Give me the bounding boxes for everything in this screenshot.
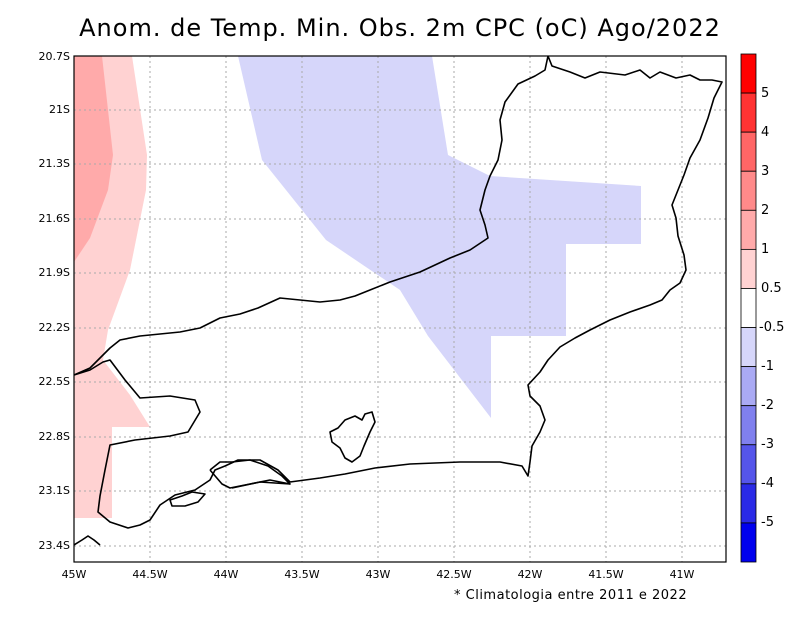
lat-label: 21.9S <box>39 266 70 279</box>
anomaly-shading <box>74 56 641 518</box>
colorbar-swatch <box>740 522 757 563</box>
colorbar-swatch <box>740 92 757 133</box>
colorbar-swatch <box>740 288 757 328</box>
lon-label: 44W <box>214 568 239 581</box>
lat-label: 23.4S <box>39 539 70 552</box>
lon-label: 43.5W <box>284 568 319 581</box>
colorbar-label: -1 <box>761 359 774 374</box>
longitude-labels: 45W 44.5W 44W 43.5W 43W 42.5W 42W 41.5W … <box>62 568 695 581</box>
colorbar-label: -2 <box>761 398 774 413</box>
colorbar-label: -4 <box>761 476 774 491</box>
map-frame <box>73 55 727 563</box>
rio-de-janeiro-outline <box>74 56 723 529</box>
colorbar-label: 2 <box>761 203 769 218</box>
colorbar-swatch <box>740 131 757 172</box>
colorbar-swatch <box>740 405 757 446</box>
lon-label: 45W <box>62 568 87 581</box>
colorbar-labels: 5 4 3 2 1 0.5 -0.5 -1 -2 -3 -4 -5 <box>759 86 784 530</box>
colorbar-label: 0.5 <box>761 281 782 296</box>
lat-label: 21.6S <box>39 212 70 225</box>
sepetiba-bay-islands <box>209 459 291 489</box>
ilha-grande <box>169 491 206 507</box>
colorbar-label: -3 <box>761 437 774 452</box>
colorbar-swatch <box>740 366 757 407</box>
lat-label: 22.8S <box>39 430 70 443</box>
colorbar-label: -0.5 <box>759 320 784 335</box>
lon-label: 41.5W <box>588 568 623 581</box>
graticule <box>74 56 726 562</box>
colorbar-swatch <box>740 444 757 485</box>
colorbar-swatch <box>740 170 757 211</box>
marambaia <box>231 481 291 489</box>
southwest-coast <box>74 535 101 546</box>
lat-label: 22.5S <box>39 375 70 388</box>
colorbar <box>740 53 757 563</box>
colorbar-label: 1 <box>761 242 769 257</box>
colorbar-label: 3 <box>761 164 769 179</box>
guanabara-bay <box>329 411 376 463</box>
lon-label: 43W <box>366 568 391 581</box>
lat-label: 22.2S <box>39 321 70 334</box>
map-title: Anom. de Temp. Min. Obs. 2m CPC (oC) Ago… <box>79 14 721 42</box>
state-boundaries <box>74 56 723 546</box>
lat-label: 23.1S <box>39 484 70 497</box>
positive-anomaly-medium <box>74 56 113 262</box>
colorbar-swatch <box>740 248 757 289</box>
lon-label: 42.5W <box>436 568 471 581</box>
colorbar-label: -5 <box>761 515 774 530</box>
lon-label: 44.5W <box>132 568 167 581</box>
colorbar-label: 4 <box>761 125 769 140</box>
colorbar-swatch <box>740 327 757 368</box>
colorbar-label: 5 <box>761 86 769 101</box>
lon-label: 42W <box>518 568 543 581</box>
colorbar-swatch <box>740 483 757 524</box>
lon-label: 41W <box>670 568 695 581</box>
latitude-labels: 20.7S 21S 21.3S 21.6S 21.9S 22.2S 22.5S … <box>39 50 70 552</box>
lat-label: 21.3S <box>39 157 70 170</box>
climatology-footnote: * Climatologia entre 2011 e 2022 <box>454 588 688 603</box>
colorbar-swatch <box>740 53 757 94</box>
colorbar-swatch <box>740 209 757 250</box>
lat-label: 20.7S <box>39 50 70 63</box>
lat-label: 21S <box>49 103 70 116</box>
